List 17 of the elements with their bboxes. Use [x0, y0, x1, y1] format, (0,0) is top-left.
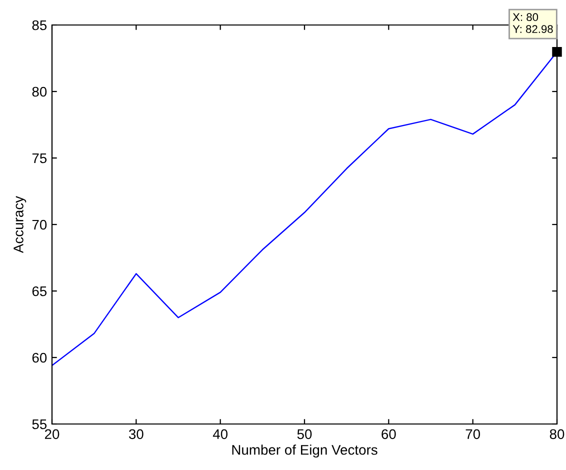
x-tick-label: 60 — [382, 429, 396, 440]
y-tick-label: 60 — [32, 352, 47, 363]
y-axis-title: Accuracy — [14, 196, 26, 254]
y-tick-label: 70 — [32, 220, 47, 230]
annotation: X: 80 Y: 82.98 — [512, 13, 553, 34]
y-tick-label: 80 — [32, 86, 47, 97]
y-tick-label: 75 — [32, 153, 47, 164]
x-axis-title: Number of Eign Vectors — [232, 444, 378, 458]
x-tick-label: 30 — [128, 429, 144, 440]
y-tick-label: 65 — [32, 286, 47, 296]
y-tick-label: 55 — [32, 419, 47, 430]
x-tick-label: 50 — [297, 429, 312, 440]
x-tick-label: 20 — [44, 429, 60, 440]
x-tick-label: 70 — [466, 429, 480, 440]
x-tick-label: 40 — [212, 429, 228, 440]
y-tick-label: 85 — [32, 20, 47, 30]
x-tick-label: 80 — [550, 429, 564, 440]
